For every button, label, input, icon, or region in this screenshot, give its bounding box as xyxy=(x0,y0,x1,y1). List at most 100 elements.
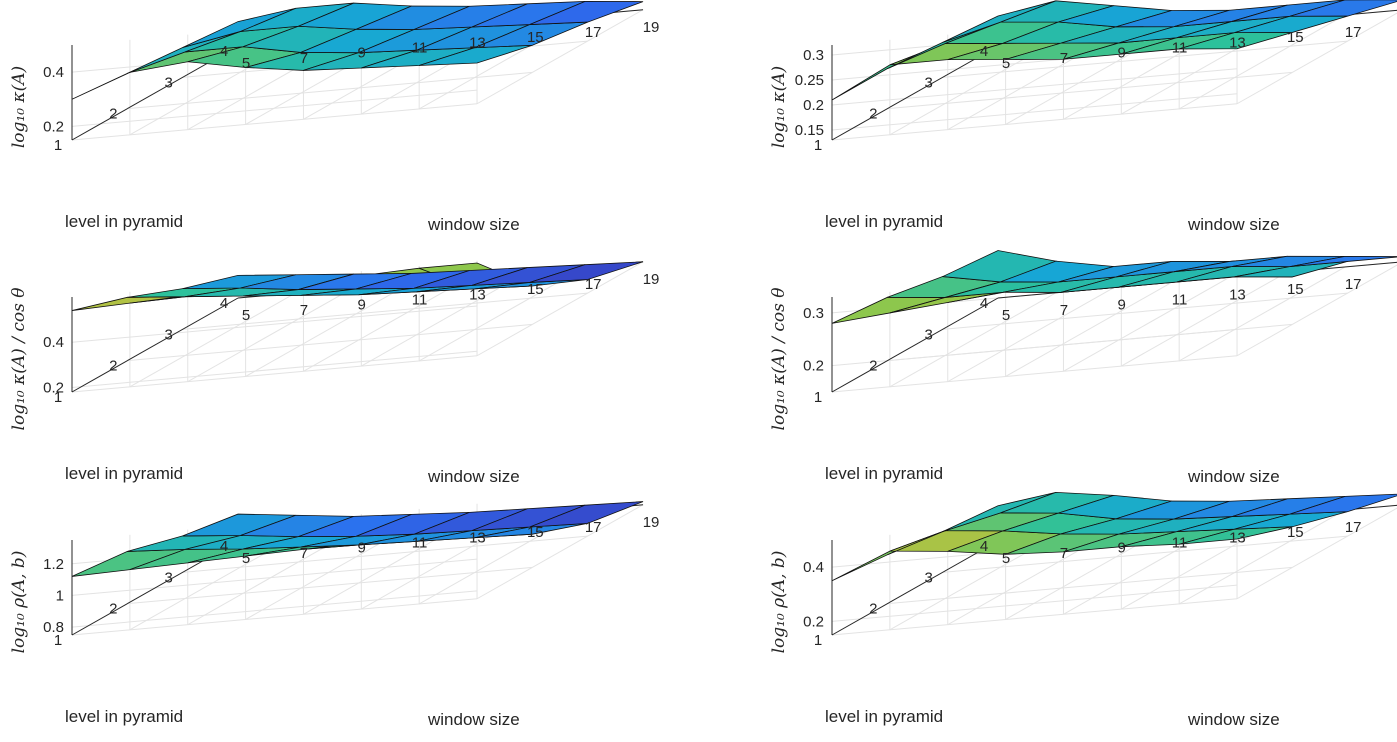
x-tick-label: 5 xyxy=(1002,550,1010,567)
y-tick-label: 4 xyxy=(220,43,228,60)
surface-mesh xyxy=(831,0,1397,101)
x-tick-label: 5 xyxy=(1002,307,1010,324)
x-tick-label: 17 xyxy=(585,519,602,536)
y-axis-title: level in pyramid xyxy=(825,212,944,231)
y-tick-label: 4 xyxy=(220,295,228,312)
x-tick-label: 15 xyxy=(1287,524,1304,541)
surface-patch xyxy=(529,0,644,25)
x-tick-label: 17 xyxy=(1345,519,1362,536)
z-tick-label: 0.8 xyxy=(43,619,64,636)
y-tick-label: 1 xyxy=(54,137,62,154)
surface-mesh xyxy=(71,261,644,311)
x-axis-title: window size xyxy=(1188,710,1280,729)
z-tick-label: 0.3 xyxy=(803,305,824,322)
surface-patch xyxy=(1289,0,1397,17)
x-tick-label: 11 xyxy=(1172,39,1188,56)
surface-patch xyxy=(529,261,644,283)
y-tick-label: 1 xyxy=(54,389,62,406)
x-tick-label: 19 xyxy=(643,271,660,288)
x-tick-label: 9 xyxy=(358,297,366,314)
x-tick-label: 11 xyxy=(412,291,428,308)
x-tick-label: 13 xyxy=(1229,286,1246,303)
y-tick-label: 3 xyxy=(164,569,172,586)
y-tick-label: 2 xyxy=(109,601,117,618)
surface-mesh xyxy=(831,250,1397,324)
x-tick-label: 13 xyxy=(469,34,486,51)
x-axis-title: window size xyxy=(428,710,520,729)
y-tick-label: 4 xyxy=(980,538,988,555)
z-tick-label: 0.2 xyxy=(803,358,824,375)
z-axis-title: log₁₀ κ(A) / cos θ xyxy=(769,287,789,431)
surface-chart-1: 5 7 9 11 13 15 17 19 1 2 3 4 0.2 0.4 log₁₀ κ(A) level i… xyxy=(9,0,659,247)
y-tick-label: 3 xyxy=(164,74,172,91)
y-tick-label: 4 xyxy=(980,295,988,312)
surface-chart-3: 5 7 9 11 13 15 17 19 1 2 3 4 0.2 0.4 log₁₀ κ(A) / cos … xyxy=(9,252,659,499)
surface-chart-5: 5 7 9 11 13 15 17 19 1 2 3 4 0.8 1 1.2 log₁₀ ρ(A, b) lev… xyxy=(9,495,659,742)
x-tick-label: 5 xyxy=(242,55,250,72)
z-tick-label: 0.15 xyxy=(795,122,824,139)
surface-patch xyxy=(1231,0,1346,22)
y-axis-title: level in pyramid xyxy=(825,707,944,726)
y-tick-label: 2 xyxy=(109,358,117,375)
x-tick-label: 17 xyxy=(1345,276,1362,293)
x-tick-label: 19 xyxy=(643,19,660,36)
x-tick-label: 7 xyxy=(1060,545,1068,562)
y-tick-label: 3 xyxy=(924,74,932,91)
x-tick-label: 15 xyxy=(1287,29,1304,46)
x-tick-label: 7 xyxy=(1060,50,1068,67)
y-tick-label: 1 xyxy=(54,632,62,649)
z-tick-label: 0.2 xyxy=(43,118,64,135)
y-tick-label: 1 xyxy=(814,389,822,406)
x-tick-label: 9 xyxy=(358,540,366,557)
z-axis-title: log₁₀ κ(A) / cos θ xyxy=(9,287,29,431)
y-tick-label: 2 xyxy=(869,358,877,375)
x-tick-label: 13 xyxy=(469,529,486,546)
y-tick-label: 2 xyxy=(109,106,117,123)
x-tick-label: 17 xyxy=(1345,24,1362,41)
z-tick-label: 0.2 xyxy=(803,613,824,630)
z-axis-title: log₁₀ κ(A) xyxy=(769,65,789,149)
z-axis-title: log₁₀ ρ(A, b) xyxy=(9,550,29,654)
z-tick-label: 0.2 xyxy=(43,379,64,396)
x-axis-title: window size xyxy=(1188,215,1280,234)
surface-mesh xyxy=(71,0,644,100)
x-tick-label: 15 xyxy=(527,29,544,46)
z-axis-title: log₁₀ ρ(A, b) xyxy=(769,550,789,654)
z-tick-label: 1.2 xyxy=(43,556,64,573)
y-tick-label: 2 xyxy=(869,106,877,123)
x-tick-label: 13 xyxy=(1229,529,1246,546)
y-tick-label: 3 xyxy=(924,326,932,343)
x-tick-label: 5 xyxy=(242,307,250,324)
y-axis-title: level in pyramid xyxy=(825,464,944,483)
x-axis-title: window size xyxy=(428,215,520,234)
y-axis-title: level in pyramid xyxy=(65,464,184,483)
y-axis-title: level in pyramid xyxy=(65,707,184,726)
x-axis-title: window size xyxy=(428,467,520,486)
x-tick-label: 11 xyxy=(412,534,428,551)
x-tick-label: 7 xyxy=(1060,302,1068,319)
y-axis-title: level in pyramid xyxy=(65,212,184,231)
z-tick-label: 0.4 xyxy=(43,334,64,351)
surface-mesh xyxy=(831,491,1397,582)
z-tick-label: 0.2 xyxy=(803,97,824,114)
x-tick-label: 19 xyxy=(643,514,660,531)
surface-mesh xyxy=(71,501,644,577)
y-tick-label: 1 xyxy=(814,137,822,154)
y-tick-label: 2 xyxy=(869,601,877,618)
x-tick-label: 9 xyxy=(358,45,366,62)
x-tick-label: 5 xyxy=(242,550,250,567)
surface-patch xyxy=(529,501,644,528)
y-tick-label: 4 xyxy=(980,43,988,60)
z-tick-label: 0.4 xyxy=(803,559,824,576)
surface-patch xyxy=(1289,255,1397,267)
x-tick-label: 11 xyxy=(412,39,428,56)
x-tick-label: 9 xyxy=(1118,45,1126,62)
y-tick-label: 3 xyxy=(924,569,932,586)
x-tick-label: 5 xyxy=(1002,55,1010,72)
x-tick-label: 7 xyxy=(300,302,308,319)
